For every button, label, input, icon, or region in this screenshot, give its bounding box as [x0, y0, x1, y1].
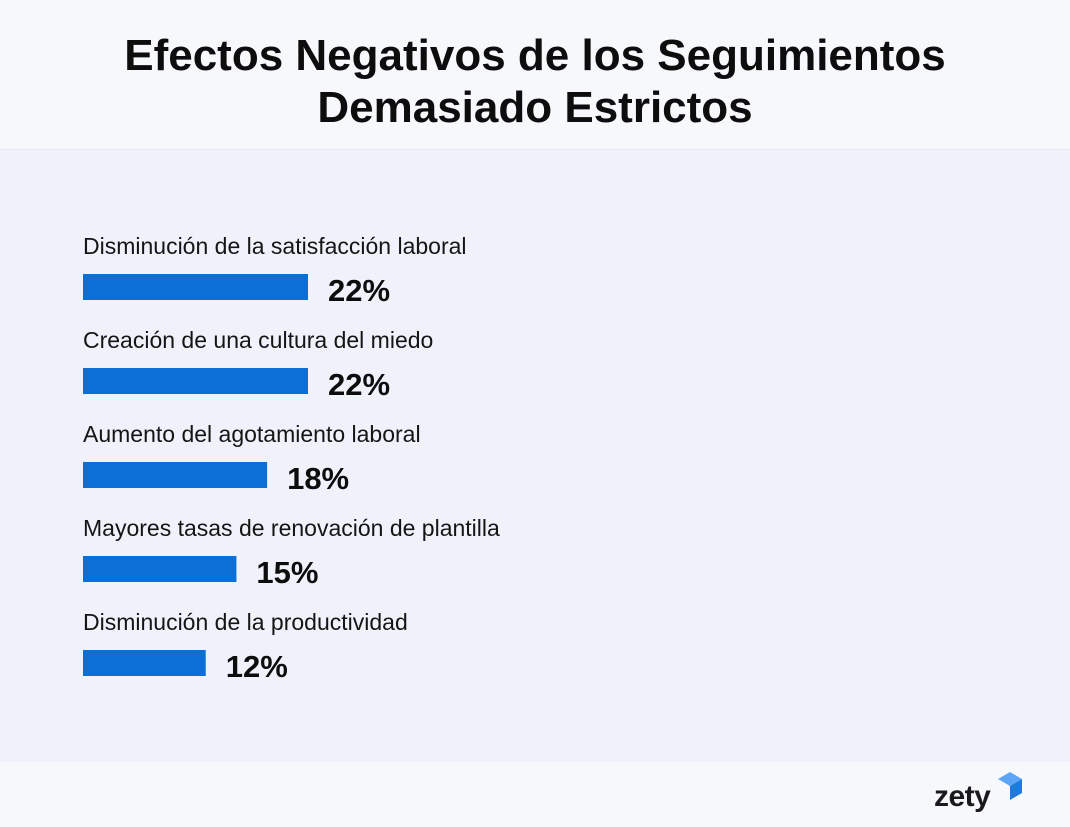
- category-label: Creación de una cultura del miedo: [83, 327, 433, 353]
- value-label: 22%: [328, 367, 390, 402]
- logo-text: zety: [934, 780, 991, 813]
- zety-cube-icon: [998, 772, 1022, 800]
- header: Efectos Negativos de los Seguimientos De…: [0, 0, 1070, 150]
- bar: [83, 274, 308, 300]
- bar: [83, 462, 268, 488]
- chart-title: Efectos Negativos de los Seguimientos De…: [124, 31, 946, 132]
- bar: [83, 650, 206, 676]
- footer: [0, 762, 1070, 827]
- bar: [83, 556, 237, 582]
- chart-panel: Disminución de la satisfacción laboral 22…: [0, 150, 1070, 762]
- value-label: 18%: [287, 461, 349, 496]
- value-label: 12%: [226, 649, 288, 684]
- category-label: Mayores tasas de renovación de plantilla: [83, 515, 500, 541]
- value-label: 22%: [328, 273, 390, 308]
- category-label: Disminución de la satisfacción laboral: [83, 233, 467, 259]
- bar-chart: Disminución de la satisfacción laboral 22…: [83, 233, 500, 684]
- value-label: 15%: [256, 555, 318, 590]
- bar: [83, 368, 308, 394]
- zety-logo: zety: [934, 772, 1022, 816]
- category-label: Disminución de la productividad: [83, 609, 408, 635]
- category-label: Aumento del agotamiento laboral: [83, 421, 421, 447]
